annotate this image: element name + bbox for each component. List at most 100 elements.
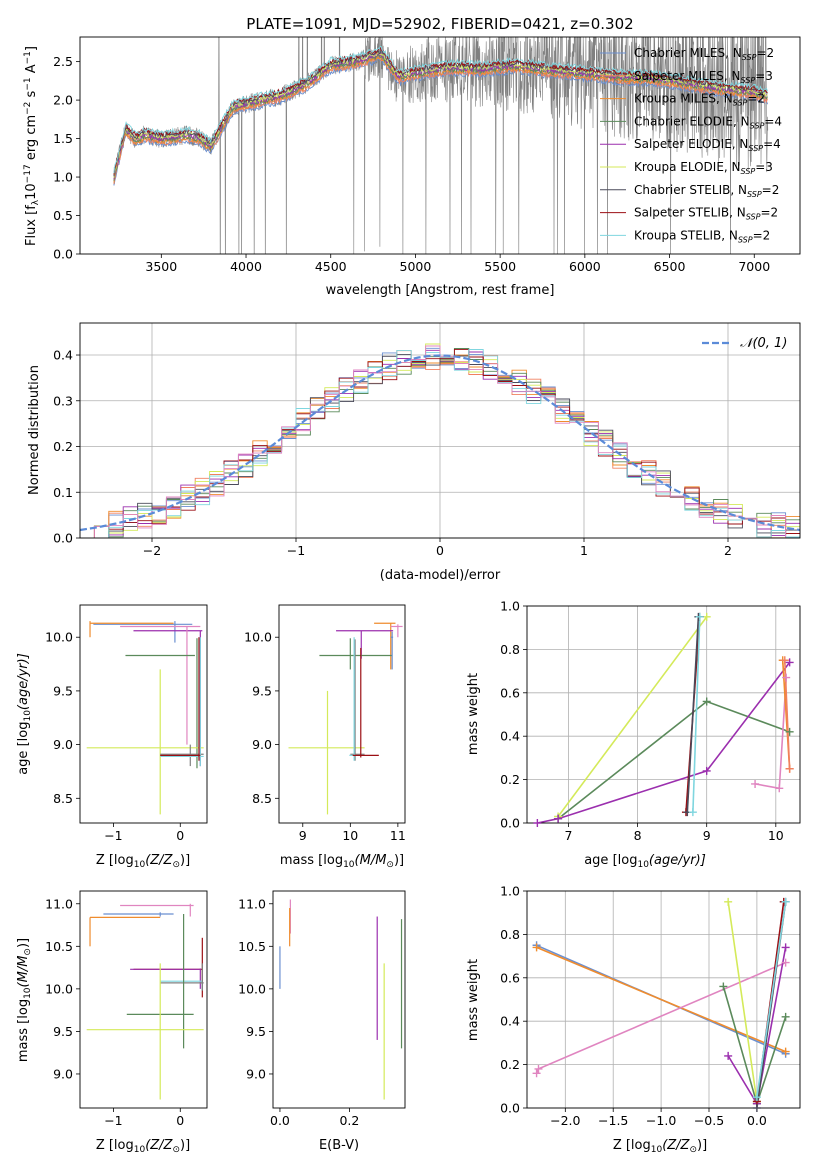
label-part: SSP: [741, 76, 756, 85]
label-part: −1: [23, 51, 33, 64]
y-tick-label: 0.8: [500, 642, 520, 657]
y-tick-label: 0.6: [500, 685, 520, 700]
x-tick-label: 4000: [230, 259, 262, 274]
y-tick-label: 0.4: [500, 1014, 520, 1029]
label-part: )]: [697, 1138, 707, 1153]
label-part: SSP: [741, 167, 756, 176]
label-part: s: [24, 90, 39, 101]
label-part: (M/M: [355, 853, 387, 868]
weight-line-8: [756, 901, 787, 1098]
label-part: erg cm: [24, 115, 39, 164]
y-axis-label: mass [log10(M/M⊙)]: [16, 938, 33, 1062]
legend-entry: Salpeter ELODIE, NSSP=4: [634, 137, 781, 153]
x-tick-label: 2: [724, 543, 732, 558]
y-tick-label: 0.1: [53, 485, 73, 500]
weight-marker: [752, 1093, 761, 1102]
axes-frame: [526, 890, 801, 1109]
weight-marker: [724, 1051, 733, 1060]
label-part: )]: [180, 1138, 190, 1153]
y-tick-label: 0.3: [53, 393, 73, 408]
axes-frame: [79, 36, 801, 255]
weight-marker: [688, 808, 697, 817]
model-spectrum-7: [113, 46, 768, 175]
weight-marker: [781, 943, 790, 952]
label-part: ⊙: [386, 860, 394, 870]
y-tick-label: 1.5: [53, 131, 73, 146]
x-axis-label: Z [log10(Z/Z⊙)]: [613, 1138, 707, 1155]
label-part: mass [log: [16, 999, 31, 1062]
y-tick-label: 1.0: [53, 170, 73, 185]
label-part: =4: [763, 137, 781, 151]
weight-marker: [781, 1012, 790, 1021]
y-tick-label: 11.0: [238, 896, 266, 911]
weight-marker: [532, 943, 541, 952]
label-part: =2: [747, 92, 765, 106]
y-tick-label: 0.2: [500, 1057, 520, 1072]
label-part: ]: [24, 46, 39, 51]
y-tick-label: 11.0: [45, 896, 73, 911]
label-part: Kroupa MILES, N: [634, 92, 733, 106]
x-tick-label: 7000: [738, 259, 770, 274]
y-axis-label: Flux [fλ10−17 erg cm−2 s−1 A−1]: [23, 46, 41, 246]
label-part: SSP: [747, 190, 762, 199]
y-tick-label: 9.5: [53, 1024, 73, 1039]
label-part: SSP: [733, 99, 748, 108]
label-part: 10: [343, 860, 355, 870]
weight-marker: [781, 1047, 790, 1056]
x-axis-label: (data-model)/error: [380, 568, 501, 583]
y-tick-label: 0.2: [500, 772, 520, 787]
weight-line-2: [537, 661, 791, 823]
y-tick-label: 9.0: [252, 737, 272, 752]
y-tick-label: 10.5: [45, 939, 73, 954]
weight-marker: [702, 697, 711, 706]
x-tick-label: −1.0: [646, 1113, 676, 1128]
y-tick-label: 10.0: [45, 630, 73, 645]
plot-area: [288, 622, 403, 815]
weight-line-6: [754, 677, 787, 790]
y-tick-label: 9.5: [252, 683, 272, 698]
weight-marker: [554, 814, 563, 823]
weight-line-4: [686, 616, 700, 813]
label-part: λ: [31, 199, 41, 205]
x-tick-label: −1: [104, 828, 122, 843]
legend-entry: Salpeter STELIB, NSSP=2: [634, 206, 778, 222]
weight-marker: [775, 784, 784, 793]
label-part: (Z/Z: [145, 853, 173, 868]
weight-marker: [532, 1069, 541, 1078]
plot-area: [86, 621, 204, 815]
label-part: ⊙: [689, 1145, 697, 1155]
weight-line-3: [727, 901, 758, 1102]
y-tick-label: 0.2: [53, 439, 73, 454]
weight-marker: [724, 897, 733, 906]
x-axis-label: wavelength [Angstrom, rest frame]: [326, 283, 555, 298]
legend-entry: Chabrier STELIB, NSSP=2: [634, 183, 779, 199]
x-tick-label: 3500: [145, 259, 177, 274]
label-part: SSP: [746, 213, 761, 222]
label-part: 10: [23, 710, 33, 722]
y-tick-label: 9.5: [53, 683, 73, 698]
x-tick-label: 10: [342, 828, 358, 843]
y-tick-label: 9.0: [53, 737, 73, 752]
x-tick-label: 8: [634, 828, 642, 843]
legend-entry: Kroupa STELIB, NSSP=2: [634, 228, 770, 244]
legend-entry: Kroupa MILES, NSSP=2: [634, 92, 765, 108]
chart-title: PLATE=1091, MJD=52902, FIBERID=0421, z=0…: [246, 15, 633, 33]
x-tick-label: 4500: [315, 259, 347, 274]
label-part: )]: [394, 853, 404, 868]
weight-marker: [781, 958, 790, 967]
label-part: (age/yr)]: [16, 653, 31, 710]
label-part: ⊙: [172, 860, 180, 870]
y-tick-label: 0.0: [53, 531, 73, 546]
x-tick-label: 6000: [569, 259, 601, 274]
weight-marker: [781, 897, 790, 906]
weight-marker: [719, 982, 728, 991]
weight-marker: [702, 612, 711, 621]
x-tick-label: 5000: [400, 259, 432, 274]
weight-marker: [534, 1064, 543, 1073]
axes-spectrum: 3500 4000 4500 5000 5500 6000 6500 7000 0.0 0.5 1.…: [53, 36, 801, 274]
legend-entry: Chabrier ELODIE, NSSP=4: [634, 114, 782, 130]
x-tick-label: −2.0: [550, 1113, 580, 1128]
y-tick-label: 10.0: [238, 981, 266, 996]
weight-line-5: [692, 616, 701, 813]
